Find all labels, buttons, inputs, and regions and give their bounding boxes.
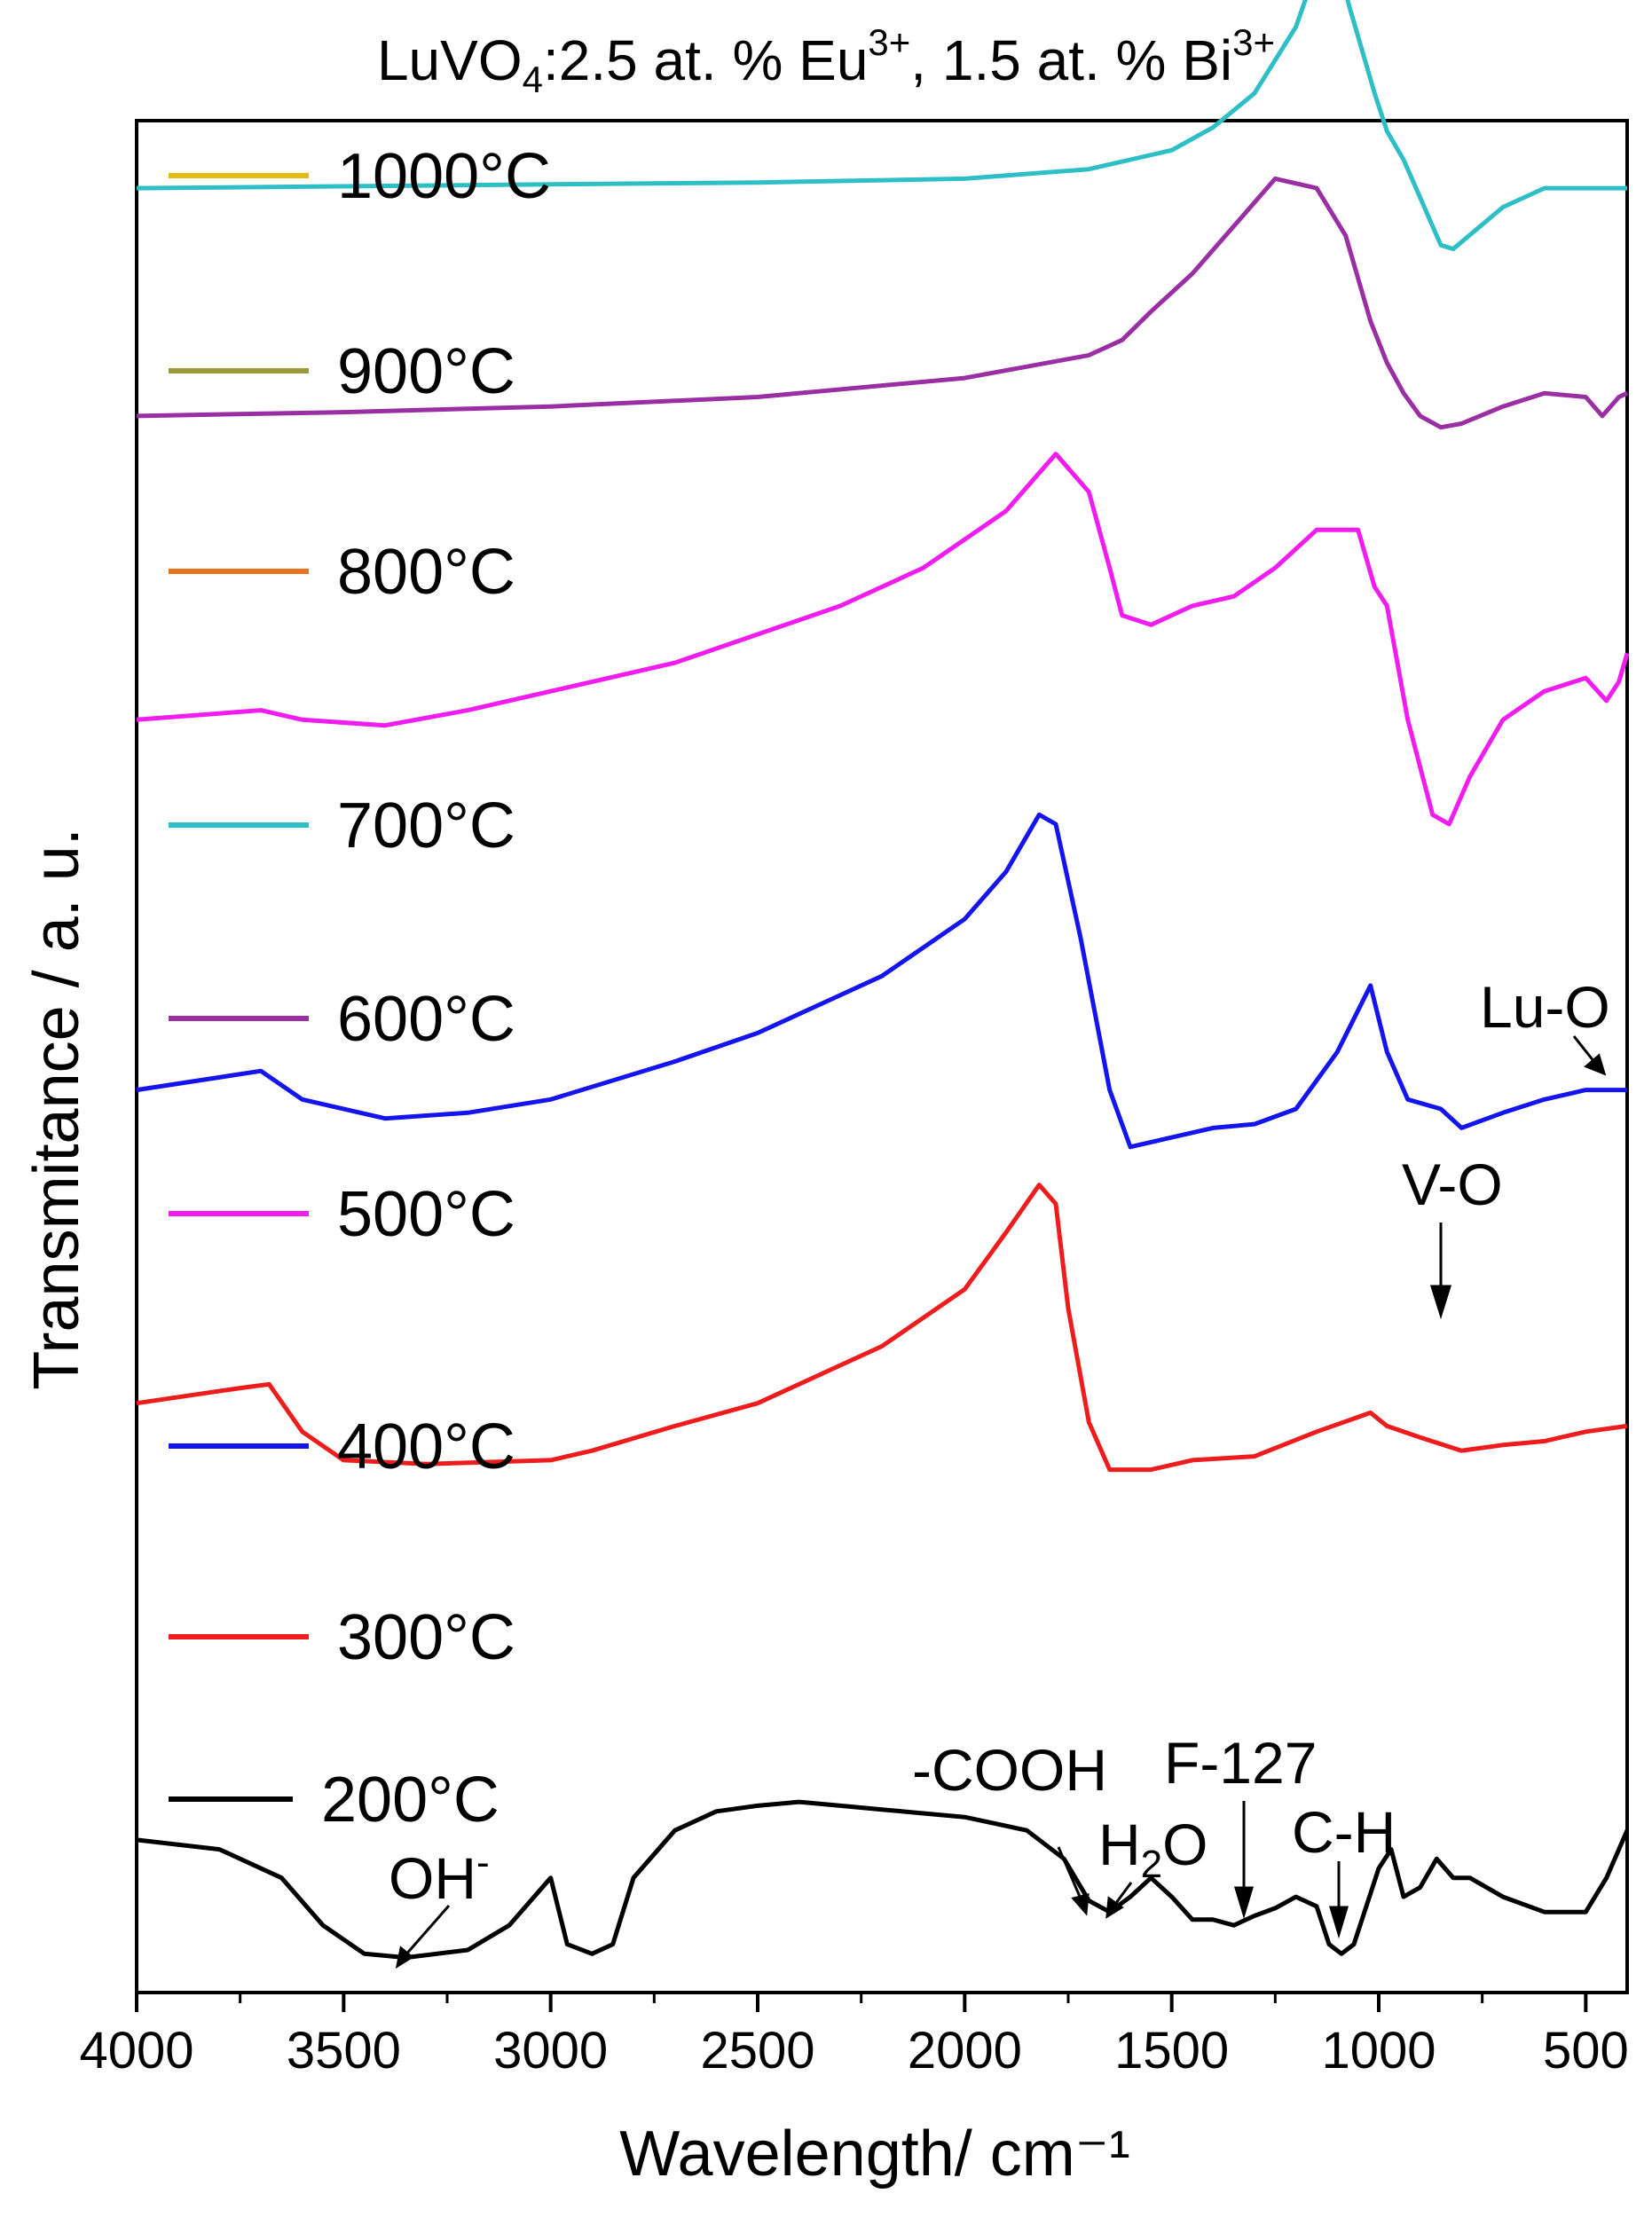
f127-arrow-head	[1233, 1886, 1255, 1920]
legend-label-2: 800°C	[337, 537, 515, 608]
oh-label-main: OH	[389, 1845, 476, 1911]
oh-label: OH-	[389, 1841, 490, 1911]
x-tick-label-0: 4000	[79, 2022, 193, 2079]
h2o-label: H2O	[1098, 1812, 1208, 1886]
oh-label-sup: -	[476, 1841, 490, 1884]
luo-arrow-head	[1584, 1053, 1607, 1076]
title-main: LuVO	[377, 28, 523, 92]
x-tick-label-6: 1000	[1321, 2022, 1436, 2079]
h2o-arrow-head	[1105, 1896, 1124, 1919]
cooh-label: -COOH	[912, 1737, 1107, 1803]
legend-label-7: 300°C	[337, 1602, 515, 1673]
series-line-5	[136, 452, 1630, 827]
vo-arrow-head	[1429, 1285, 1452, 1320]
plot-frame	[135, 119, 1629, 1994]
legend-label-0: 1000°C	[337, 141, 551, 212]
ch-label: C-H	[1292, 1799, 1396, 1865]
h2o-arrow-line	[1114, 1882, 1133, 1904]
legend-label-4: 600°C	[337, 984, 515, 1055]
x-ticks-group: 4000 3500 3000 2500 2000 1500 1000 500	[79, 1993, 1629, 2079]
vo-label: V-O	[1402, 1152, 1503, 1217]
x-axis-title: Wavelength/ cm⁻¹	[619, 2119, 1130, 2189]
h2o-label-main: H	[1098, 1812, 1141, 1877]
h2o-label-sub: 2	[1141, 1843, 1162, 1886]
legend-label-5: 500°C	[337, 1179, 515, 1250]
title-superscript-2: 3+	[1232, 21, 1275, 63]
cooh-arrow-line	[1057, 1846, 1082, 1899]
legend-group: 1000°C 900°C 800°C 700°C 600°C 500°C 400°C 300°…	[169, 141, 551, 1836]
annotations-group	[395, 1035, 1607, 1969]
title-middle: :2.5 at. % Eu	[543, 28, 868, 92]
series-line-3	[136, 0, 1627, 252]
f127-label: F-127	[1164, 1730, 1317, 1796]
title-end: , 1.5 at. % Bi	[910, 28, 1232, 92]
x-tick-label-7: 500	[1543, 2022, 1629, 2079]
oh-arrow-head	[395, 1946, 414, 1969]
cooh-arrow-head	[1071, 1893, 1090, 1916]
x-tick-label-3: 2500	[700, 2022, 814, 2079]
x-tick-label-1: 3500	[287, 2022, 401, 2079]
series-line-8	[136, 1799, 1630, 1961]
legend-label-3: 700°C	[337, 790, 515, 861]
series-line-6	[136, 812, 1627, 1150]
title-subscript: 4	[523, 59, 543, 100]
x-tick-label-4: 2000	[908, 2022, 1022, 2079]
luo-label: Lu-O	[1480, 974, 1610, 1040]
legend-label-1: 900°C	[337, 336, 515, 407]
ch-arrow-head	[1328, 1906, 1349, 1939]
luo-arrow-line	[1572, 1035, 1596, 1063]
series-line-7	[136, 1183, 1628, 1473]
oh-arrow-line	[403, 1905, 451, 1957]
chart-title: LuVO4:2.5 at. % Eu3+, 1.5 at. % Bi3+	[377, 21, 1275, 100]
series-group	[136, 0, 1630, 1961]
legend-label-8: 200°C	[321, 1765, 500, 1836]
title-superscript-1: 3+	[868, 21, 910, 63]
y-axis-title: Transmitance / a. u.	[21, 828, 92, 1390]
h2o-label-end: O	[1162, 1812, 1208, 1877]
series-line-4	[136, 176, 1629, 430]
x-tick-label-5: 1500	[1114, 2022, 1229, 2079]
x-tick-label-2: 3000	[493, 2022, 608, 2079]
legend-label-6: 400°C	[337, 1411, 515, 1482]
